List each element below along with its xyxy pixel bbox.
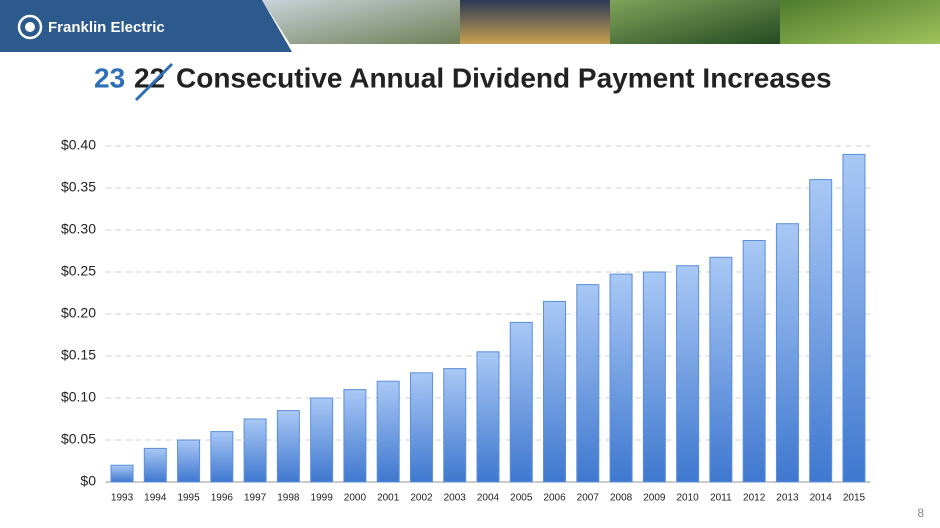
x-tick-label: 2004 <box>477 493 500 504</box>
x-tick-label: 2014 <box>810 493 833 504</box>
y-tick-label: $0.10 <box>61 389 96 405</box>
x-tick-label: 2005 <box>510 493 533 504</box>
logo-text: Franklin Electric <box>48 19 165 36</box>
bar <box>210 431 234 483</box>
x-tick-label: 2002 <box>410 493 433 504</box>
bar <box>177 439 201 483</box>
logo-mark <box>17 14 43 40</box>
bar <box>476 351 500 483</box>
x-tick-label: 1996 <box>211 493 234 504</box>
x-tick-label: 2013 <box>776 493 799 504</box>
bar <box>809 179 833 483</box>
bar <box>676 265 700 483</box>
title-struck-count: 22 <box>134 62 165 93</box>
bar <box>376 380 400 483</box>
bar <box>110 464 134 483</box>
photo <box>780 0 940 44</box>
bar <box>143 447 167 483</box>
bar <box>409 372 433 483</box>
bar <box>842 153 866 483</box>
logo-mark <box>25 22 35 32</box>
x-tick-label: 2011 <box>710 493 732 504</box>
x-tick-label: 2010 <box>676 493 699 504</box>
chart-title: Consecutive Annual Dividend Payment Incr… <box>176 62 832 93</box>
x-tick-label: 1994 <box>144 493 167 504</box>
y-tick-label: $0.35 <box>61 179 96 195</box>
title-count: 23 <box>94 62 125 93</box>
bar <box>775 223 799 483</box>
x-tick-label: 2009 <box>643 493 666 504</box>
bar <box>509 321 533 483</box>
y-tick-label: $0.15 <box>61 347 96 363</box>
x-tick-label: 1998 <box>277 493 300 504</box>
photo <box>460 0 610 44</box>
bar <box>243 418 267 483</box>
header: Franklin Electric <box>0 0 940 52</box>
x-tick-label: 2007 <box>577 493 600 504</box>
bar <box>609 273 633 483</box>
bar <box>276 410 300 483</box>
x-tick-label: 2006 <box>543 493 566 504</box>
photo <box>610 0 780 44</box>
bar <box>709 256 733 483</box>
page-number: 8 <box>917 506 924 520</box>
y-tick-label: $0.20 <box>61 305 96 321</box>
x-tick-label: 1997 <box>244 493 267 504</box>
bar <box>310 397 334 483</box>
x-tick-label: 2012 <box>743 493 766 504</box>
bar <box>742 240 766 483</box>
bar <box>443 368 467 483</box>
x-tick-label: 1999 <box>311 493 334 504</box>
bar <box>642 271 666 483</box>
y-tick-label: $0.40 <box>61 137 96 153</box>
y-tick-label: $0 <box>80 473 96 489</box>
x-tick-label: 2003 <box>444 493 467 504</box>
y-tick-label: $0.25 <box>61 263 96 279</box>
logo-band <box>0 0 292 52</box>
bar <box>543 300 567 483</box>
strike-slash <box>134 62 174 102</box>
plot-area: $0 $0.05 $0.10 $0.15 $0.20 $0.25 $0.30 $0.35 $0.… <box>61 137 871 504</box>
x-tick-label: 2015 <box>843 493 866 504</box>
x-tick-label: 1993 <box>111 493 134 504</box>
x-tick-label: 2001 <box>377 493 400 504</box>
y-tick-label: $0.05 <box>61 431 96 447</box>
photo <box>262 0 460 44</box>
x-tick-label: 1995 <box>177 493 200 504</box>
x-tick-label: 2000 <box>344 493 367 504</box>
x-tick-label: 2008 <box>610 493 633 504</box>
bar <box>343 389 367 483</box>
y-tick-label: $0.30 <box>61 221 96 237</box>
bar <box>576 284 600 483</box>
